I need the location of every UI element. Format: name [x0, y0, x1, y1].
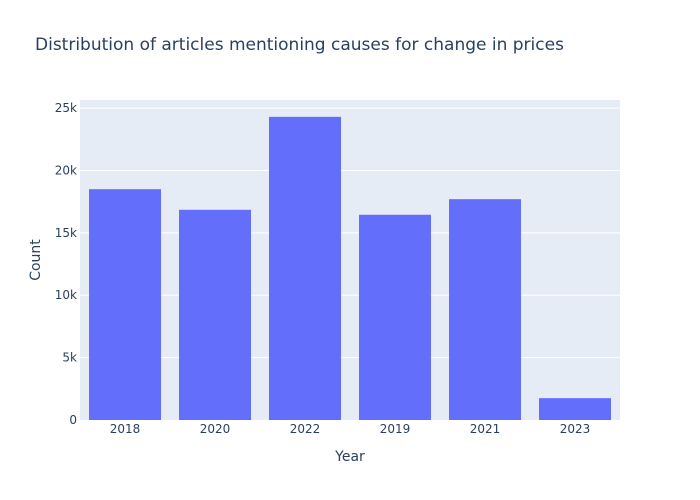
y-tick-label: 10k — [55, 288, 77, 302]
bar-2022 — [269, 116, 341, 420]
plot-area — [80, 100, 620, 420]
x-tick-label: 2023 — [560, 422, 591, 436]
bars — [89, 116, 611, 420]
y-tick-label: 15k — [55, 226, 77, 240]
y-tick-label: 0 — [69, 413, 77, 427]
x-tick-label: 2022 — [290, 422, 321, 436]
y-tick-label: 5k — [62, 351, 77, 365]
y-axis-title: Count — [28, 239, 44, 281]
bar-2023 — [539, 398, 611, 420]
x-tick-label: 2020 — [200, 422, 231, 436]
x-tick-label: 2021 — [470, 422, 501, 436]
gridlines — [80, 107, 620, 359]
x-tick-labels: 2018 2020 2022 2019 2021 2023 — [110, 422, 591, 436]
x-axis-title: Year — [334, 449, 365, 465]
y-tick-labels: 0 5k 10k 15k 20k 25k — [55, 101, 77, 427]
bar-2018 — [89, 189, 161, 420]
y-tick-label: 25k — [55, 101, 77, 115]
chart-title: Distribution of articles mentioning caus… — [35, 35, 564, 55]
bar-2020 — [179, 209, 251, 420]
x-tick-label: 2018 — [110, 422, 141, 436]
y-tick-label: 20k — [55, 163, 77, 177]
bar-2021 — [449, 199, 521, 420]
x-tick-label: 2019 — [380, 422, 411, 436]
bar-2019 — [359, 214, 431, 420]
